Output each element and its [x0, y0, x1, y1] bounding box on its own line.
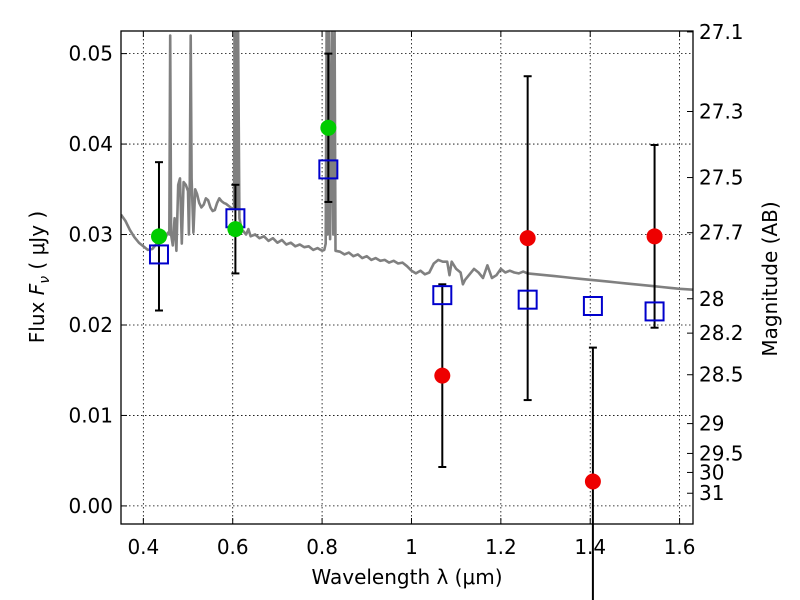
y2-axis-label: Magnitude (AB): [758, 201, 782, 356]
model-photometry-square: [318, 159, 339, 180]
y-tick-label: 0.03: [68, 223, 113, 247]
non-detection-point: [434, 367, 451, 384]
y2-tick-label: 27.3: [699, 100, 744, 124]
y2-tick-label: 29.5: [699, 441, 744, 465]
non-detection-point: [519, 230, 536, 247]
detection-point: [320, 119, 337, 136]
detection-point: [227, 221, 244, 238]
model-photometry-square: [517, 289, 538, 310]
y-tick-label: 0.00: [68, 494, 113, 518]
axis-tick-labels: 0.4 0.6 0.8 1 1.2 1.4 1.6 0.00 0.01 0.02 0.03 0.04 0…: [68, 20, 743, 559]
model-photometry-square: [432, 285, 453, 306]
y-tick-label: 0.04: [68, 132, 113, 156]
grid: [121, 31, 693, 524]
sed-model-layer: [121, 31, 693, 291]
model-photometry-square: [582, 295, 603, 316]
x-tick-label: 0.4: [127, 535, 159, 559]
y2-tick-label: 28.2: [699, 321, 744, 345]
sed-model-line: [121, 31, 693, 291]
detection-point: [150, 228, 167, 245]
non-detection-point: [584, 473, 601, 490]
axis-ticks: [121, 31, 693, 524]
y2-tick-label: 31: [699, 481, 724, 505]
y2-tick-label: 27.1: [699, 20, 744, 44]
x-tick-label: 1.4: [574, 535, 606, 559]
plot-frame: [120, 30, 694, 525]
y2-tick-label: 28: [699, 287, 724, 311]
y-tick-label: 0.01: [68, 403, 113, 427]
y2-tick-label: 29: [699, 412, 724, 436]
model-photometry-layer: [148, 159, 665, 322]
y-tick-label: 0.02: [68, 313, 113, 337]
plot-area: [121, 31, 693, 524]
x-tick-label: 1.6: [664, 535, 696, 559]
x-tick-label: 0.8: [306, 535, 338, 559]
y2-tick-label: 30: [699, 460, 724, 484]
x-axis-label: Wavelength λ (μm): [311, 565, 502, 589]
observed-photometry-layer: [150, 119, 663, 490]
non-detection-point: [646, 228, 663, 245]
y-tick-label: 0.05: [68, 42, 113, 66]
x-tick-label: 1: [405, 535, 418, 559]
y2-tick-label: 27.5: [699, 166, 744, 190]
y2-tick-label: 27.7: [699, 221, 744, 245]
y-axis-label: Flux Fν ( μJy ): [25, 211, 53, 343]
x-tick-label: 0.6: [217, 535, 249, 559]
x-tick-label: 1.2: [485, 535, 517, 559]
model-photometry-square: [644, 301, 665, 322]
y2-tick-label: 28.5: [699, 363, 744, 387]
model-photometry-square: [148, 244, 169, 265]
